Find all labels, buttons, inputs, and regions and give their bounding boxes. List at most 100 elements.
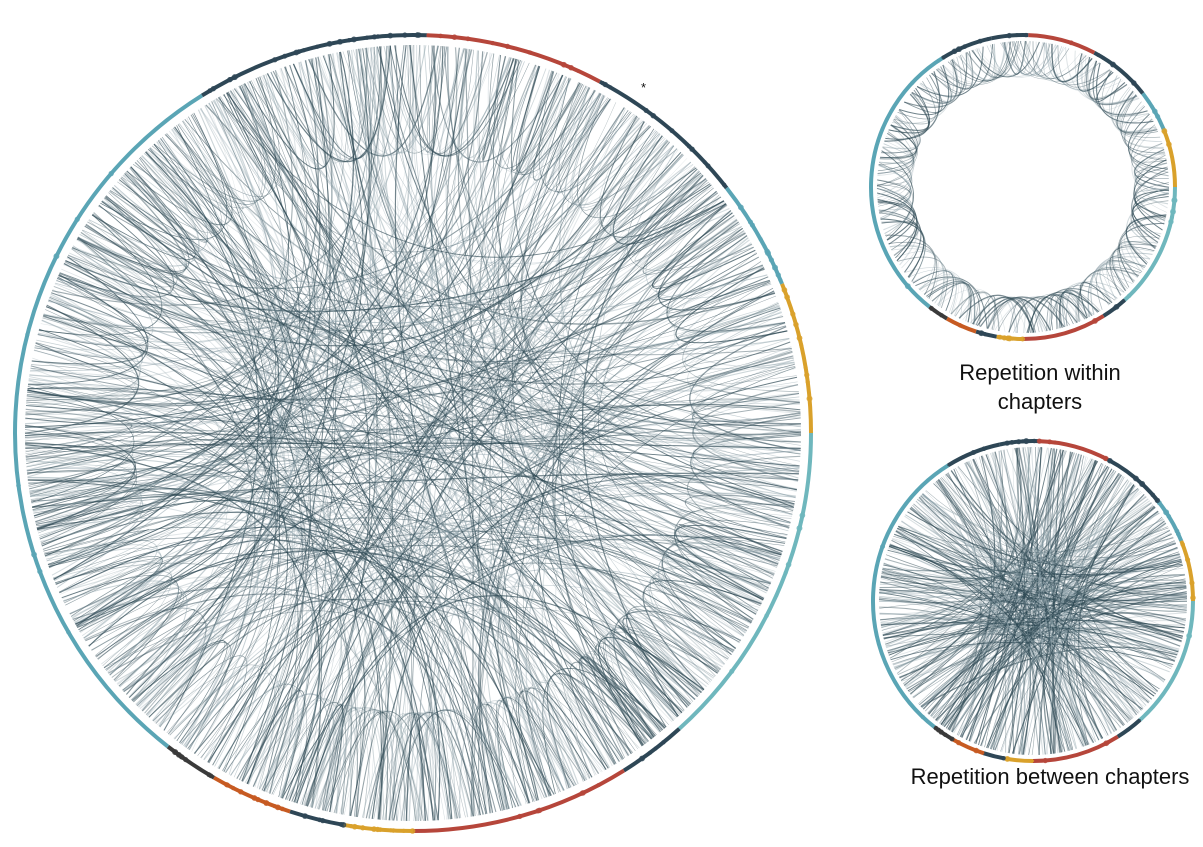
chord-link (407, 44, 415, 822)
ring-node (647, 751, 652, 756)
chord-link (881, 573, 1187, 611)
ring-node (1170, 208, 1176, 215)
ring-node (600, 80, 606, 86)
ring-node (255, 796, 261, 803)
chord-link (931, 55, 967, 93)
ring-node (16, 483, 21, 488)
chord-link (200, 107, 780, 366)
ring-node (752, 636, 756, 640)
chord-link (172, 128, 679, 309)
chord-link (576, 655, 676, 767)
chord-link (972, 41, 1011, 78)
chord-link (658, 548, 780, 662)
chord-link (890, 93, 930, 131)
ring-node (1107, 457, 1113, 464)
ring-node (317, 44, 321, 48)
chord-link (28, 384, 321, 808)
chord-link (434, 485, 793, 821)
chord-link (932, 446, 1037, 719)
chord-link (56, 274, 768, 324)
chord-link (122, 177, 706, 692)
chord-link (614, 626, 707, 718)
chord-link (1062, 454, 1113, 734)
ring-node (1166, 141, 1172, 148)
chord-link (76, 238, 382, 820)
ring-node (1171, 158, 1174, 160)
chord-link (178, 123, 588, 780)
ring-node (1102, 455, 1109, 462)
chord-link (405, 713, 427, 821)
chord-link (990, 298, 1044, 332)
chord-link (878, 596, 1134, 718)
chord-link (187, 600, 623, 760)
chord-link (980, 447, 1042, 747)
chord-link (922, 493, 1023, 755)
chord-link (41, 499, 453, 820)
chord-link (675, 524, 787, 600)
ring-node (305, 814, 309, 819)
chord-link (959, 542, 1176, 737)
chord-link (950, 466, 998, 732)
ring-node (580, 790, 586, 796)
chord-link (915, 276, 988, 329)
chord-link (356, 49, 795, 505)
chord-link (419, 539, 778, 821)
ring-node (1098, 316, 1102, 320)
chord-link (1012, 41, 1070, 77)
chord-link (347, 50, 788, 535)
chord-link (1121, 94, 1167, 162)
chord-link (310, 554, 722, 808)
chord-link (598, 202, 769, 590)
ring-node (737, 204, 744, 211)
chord-link (64, 262, 700, 696)
ring-node (300, 48, 305, 53)
chord-link (1038, 450, 1073, 751)
chord-link (938, 479, 986, 738)
chord-link (30, 325, 787, 401)
chord-link (37, 151, 279, 530)
chord-link (880, 617, 1138, 715)
chord-link (69, 219, 738, 615)
ring-node (1068, 40, 1074, 46)
ring-node (758, 236, 763, 242)
chord-link (34, 347, 799, 393)
chord-link (900, 520, 1150, 703)
chord-link (518, 66, 590, 176)
chord-link (47, 547, 163, 640)
chord-link (427, 114, 636, 821)
chord-link (1073, 480, 1130, 747)
chord-link (216, 98, 415, 821)
ring-node (274, 804, 281, 811)
chord-link (447, 46, 525, 159)
chord-link (31, 273, 147, 365)
chord-link (936, 41, 1009, 86)
chord-link (1130, 124, 1170, 185)
chord-link (71, 180, 184, 280)
chord-link (1090, 261, 1146, 315)
chord-link (895, 530, 1152, 700)
chord-link (1018, 534, 1172, 755)
chord-link (1000, 450, 1144, 709)
chord-link (183, 54, 334, 747)
chord-link (994, 296, 1080, 331)
chord-link (1102, 75, 1138, 110)
ring-node (788, 301, 791, 304)
chord-link (30, 173, 703, 407)
chord-link (947, 612, 1186, 730)
chord-link (244, 54, 335, 170)
chord-link (208, 96, 270, 192)
ring-node (781, 287, 788, 293)
ring-node (936, 58, 941, 63)
chord-link (1117, 214, 1167, 288)
chord-link (904, 267, 972, 324)
chord-link (597, 115, 713, 233)
ring-node (421, 33, 425, 37)
chord-link (373, 710, 505, 820)
chord-link (1025, 40, 1110, 86)
ring-node (1002, 757, 1005, 760)
chord-link (907, 455, 1084, 691)
chord-link (940, 581, 1186, 726)
ring-node (66, 629, 71, 635)
chord-link (25, 456, 137, 538)
chord-link (272, 584, 742, 796)
